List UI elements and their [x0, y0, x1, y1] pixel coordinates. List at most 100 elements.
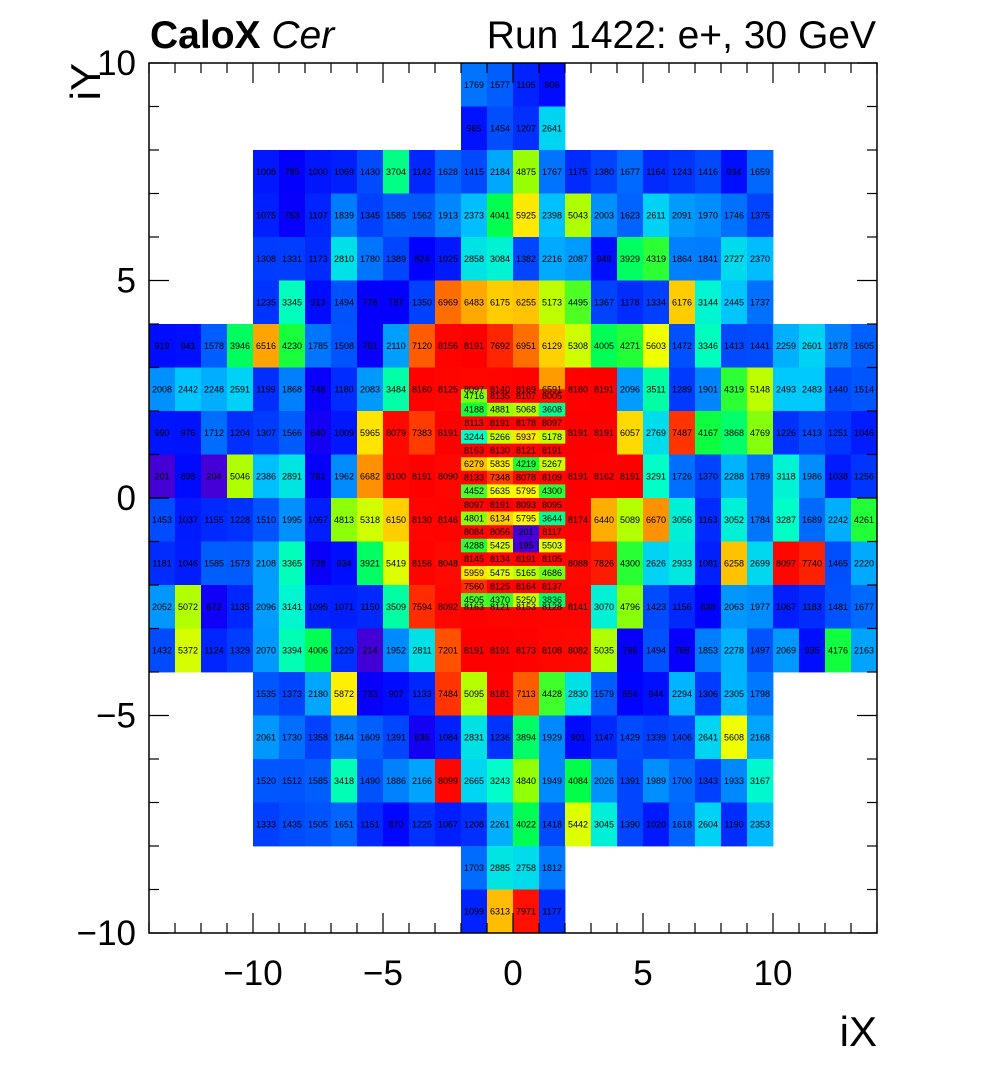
cell-value-label: 1099 — [464, 906, 484, 916]
cell-value-label: 1046 — [854, 428, 874, 438]
cell-value-label: 1623 — [620, 210, 640, 220]
fine-cell-value-label: 8191 — [542, 445, 562, 455]
heatmap-cell — [279, 237, 306, 281]
cell-value-label: 4875 — [516, 167, 536, 177]
fine-cell-value-label: 8095 — [542, 500, 562, 510]
cell-value-label: 4167 — [698, 428, 718, 438]
heatmap-cell — [669, 150, 696, 194]
heatmap-cell — [253, 367, 280, 412]
cell-value-label: 5046 — [230, 471, 250, 481]
cell-value-label: 1306 — [698, 689, 718, 699]
heatmap-cell — [799, 367, 826, 412]
cell-value-label: 1901 — [698, 384, 718, 394]
cell-value-label: 8162 — [594, 471, 614, 481]
heatmap-cell — [279, 715, 306, 760]
heatmap-cell — [851, 454, 878, 499]
heatmap-cell — [565, 628, 592, 673]
fine-heatmap-cell — [539, 416, 566, 431]
cell-value-label: 1585 — [204, 558, 224, 568]
detector-title: CaloX Cer — [150, 14, 334, 58]
cell-value-label: 8125 — [438, 384, 458, 394]
heatmap-cell — [331, 759, 358, 803]
cell-value-label: 1423 — [646, 602, 666, 612]
cell-value-label: 3056 — [672, 515, 692, 525]
cell-value-label: 748 — [310, 384, 325, 394]
cell-value-label: 1391 — [386, 732, 406, 742]
fine-cell-value-label: 5475 — [490, 568, 510, 578]
heatmap-cell — [227, 411, 254, 455]
cell-value-label: 8191 — [438, 428, 458, 438]
heatmap-cell — [461, 237, 488, 281]
cell-value-label: 965 — [466, 123, 481, 133]
heatmap-cell — [539, 63, 566, 107]
cell-value-label: 5173 — [542, 297, 562, 307]
heatmap-cell — [253, 324, 280, 368]
cell-value-label: 1700 — [672, 776, 692, 786]
heatmap-cell — [227, 324, 254, 368]
fine-heatmap-cell — [461, 470, 488, 485]
cell-value-label: 1432 — [152, 645, 172, 655]
heatmap-cell — [695, 498, 722, 542]
heatmap-cell — [175, 454, 202, 499]
cell-value-label: 7201 — [438, 645, 458, 655]
fine-cell-value-label: 8130 — [490, 445, 510, 455]
fine-cell-value-label: 4300 — [542, 486, 562, 496]
cell-value-label: 854 — [622, 689, 637, 699]
cell-value-label: 1156 — [672, 602, 691, 612]
fine-cell-value-label: 5795 — [516, 513, 536, 523]
cell-value-label: 2373 — [464, 210, 484, 220]
cell-value-label: 1853 — [698, 645, 718, 655]
cell-value-label: 1069 — [334, 167, 354, 177]
cell-value-label: 1933 — [724, 776, 744, 786]
cell-value-label: 1251 — [828, 428, 848, 438]
heatmap-cell — [565, 237, 592, 281]
cell-value-label: 1025 — [438, 254, 458, 264]
heatmap-cell — [695, 150, 722, 194]
heatmap-cell — [461, 889, 488, 934]
heatmap-cell — [487, 672, 514, 716]
cell-value-label: 2168 — [750, 732, 770, 742]
fine-heatmap-cell — [487, 565, 514, 580]
cell-value-label: 1472 — [672, 341, 692, 351]
cell-value-label: 1204 — [230, 428, 250, 438]
heatmap-cell — [617, 715, 644, 760]
fine-cell-value-label: 8097 — [464, 500, 484, 510]
cell-value-label: 1331 — [282, 254, 302, 264]
fine-heatmap-cell — [487, 538, 514, 553]
cell-value-label: 5148 — [750, 384, 770, 394]
fine-heatmap-cell — [461, 389, 488, 404]
heatmap-cell — [669, 367, 696, 412]
heatmap-cell — [279, 585, 306, 629]
cell-value-label: 1798 — [750, 689, 770, 699]
fine-heatmap-cell — [539, 443, 566, 458]
heatmap-cell — [851, 411, 878, 455]
heatmap-cell — [695, 715, 722, 760]
fine-cell-value-label: 5250 — [516, 595, 536, 605]
heatmap-cell — [487, 324, 514, 368]
heatmap-cell — [851, 585, 878, 629]
cell-value-label: 2220 — [854, 558, 874, 568]
heatmap-cell — [461, 63, 488, 107]
cell-value-label: 2885 — [490, 863, 510, 873]
heatmap-cell — [331, 237, 358, 281]
fine-cell-value-label: 201 — [518, 527, 533, 537]
cell-value-label: 2445 — [724, 297, 744, 307]
fine-heatmap-cell — [461, 430, 488, 444]
heatmap-cell — [799, 628, 826, 673]
fine-heatmap-cell — [539, 484, 566, 499]
cell-value-label: 1512 — [282, 776, 302, 786]
cell-value-label: 1520 — [256, 776, 276, 786]
heatmap-cell — [253, 280, 280, 325]
cell-value-label: 1454 — [490, 123, 510, 133]
heatmap-cell — [617, 367, 644, 412]
heatmap-cell — [617, 150, 644, 194]
heatmap-cell — [279, 367, 306, 412]
fine-heatmap-cell — [461, 416, 488, 431]
heatmap-cell — [279, 324, 306, 368]
heatmap-cell — [435, 715, 462, 760]
cell-value-label: 2758 — [516, 863, 536, 873]
heatmap-cell — [721, 498, 748, 542]
cell-value-label: 1207 — [516, 123, 536, 133]
fine-cell-value-label: 3644 — [542, 513, 562, 523]
cell-value-label: 201 — [154, 471, 169, 481]
